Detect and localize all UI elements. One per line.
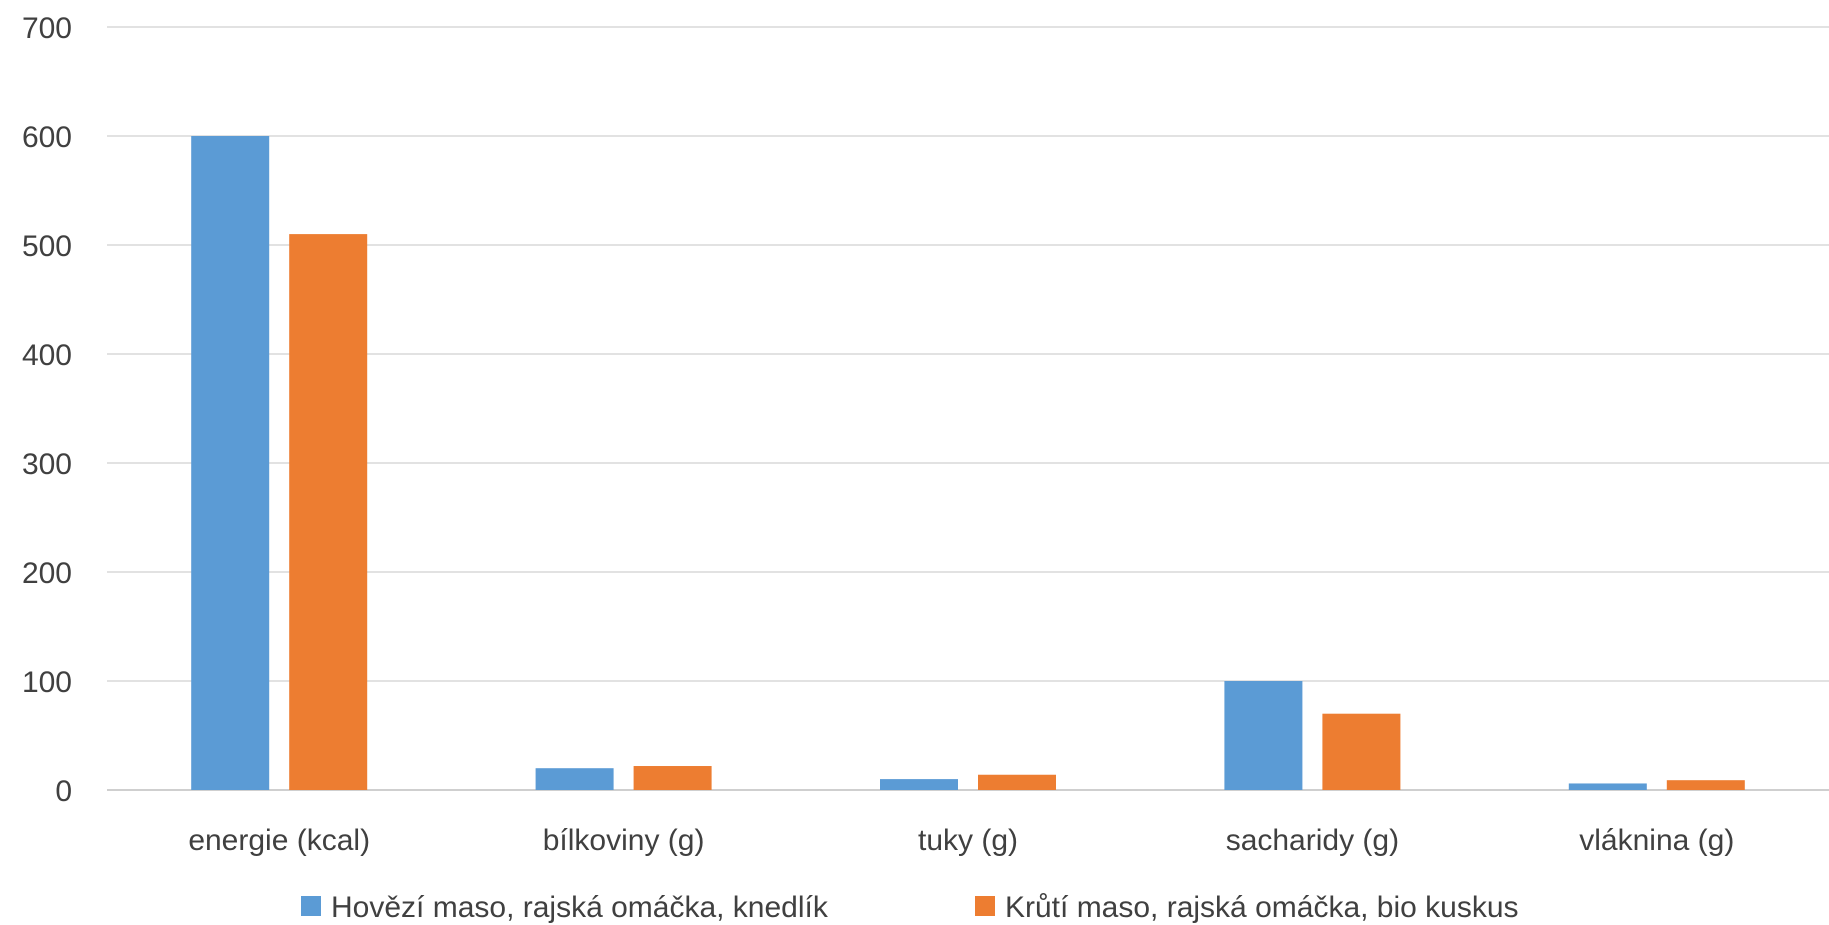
category-label-0: energie (kcal) [188,824,370,857]
bar-s1-c3 [1322,713,1401,790]
category-label-1: bílkoviny (g) [543,824,705,857]
bar-s0-c0 [191,136,270,790]
bar-s0-c4 [1568,783,1647,790]
bar-s1-c2 [978,774,1056,790]
y-tick-label-600: 600 [22,121,72,154]
bar-s1-c0 [289,234,368,791]
bar-s1-c1 [633,766,712,790]
legend-swatch-1 [975,896,995,916]
category-labels: energie (kcal) bílkoviny (g) tuky (g) sacha… [188,824,1734,857]
bar-s0-c1 [535,768,614,790]
bar-s1-c4 [1666,780,1745,790]
y-tick-label-100: 100 [22,666,72,699]
legend-swatch-0 [301,896,321,916]
category-label-4: vláknina (g) [1579,824,1734,857]
bar-s0-c3 [1224,681,1303,790]
gridlines [107,26,1829,791]
legend-label-1: Krůtí maso, rajská omáčka, bio kuskus [1005,891,1519,924]
y-tick-label-200: 200 [22,557,72,590]
category-label-2: tuky (g) [918,824,1018,857]
legend: Hovězí maso, rajská omáčka, knedlík Krůt… [301,891,1519,924]
y-tick-label-500: 500 [22,230,72,263]
y-tick-label-700: 700 [22,12,72,45]
y-tick-label-300: 300 [22,448,72,481]
bar-s0-c2 [880,779,958,790]
legend-label-0: Hovězí maso, rajská omáčka, knedlík [331,891,829,924]
legend-item-0: Hovězí maso, rajská omáčka, knedlík [301,891,829,924]
y-tick-label-400: 400 [22,339,72,372]
y-tick-label-0: 0 [55,775,72,808]
legend-item-1: Krůtí maso, rajská omáčka, bio kuskus [975,891,1519,924]
category-label-3: sacharidy (g) [1226,824,1399,857]
y-axis-ticks: 0 100 200 300 400 500 600 700 [22,12,72,808]
bars [191,136,1745,791]
